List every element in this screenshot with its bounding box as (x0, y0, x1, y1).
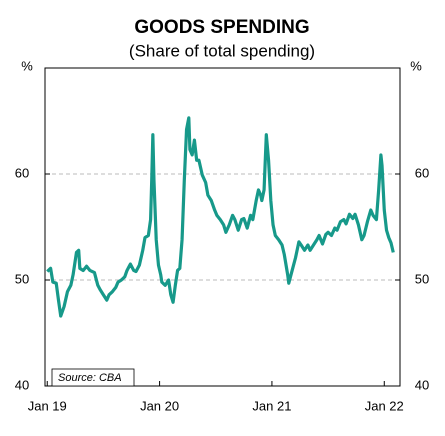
plot-frame (44, 67, 401, 387)
x-tick-label: Jan 19 (28, 398, 67, 413)
y-tick-label: 60 (15, 165, 29, 180)
y2-tick-label: 60 (415, 165, 429, 180)
y-tick-label: 40 (15, 377, 29, 392)
y2-tick-label: 40 (415, 377, 429, 392)
source-box (51, 368, 135, 387)
x-tick-label: Jan 22 (365, 398, 404, 413)
y2-tick-label: 50 (415, 271, 429, 286)
x-tick-label: Jan 20 (140, 398, 179, 413)
y-axis-label: % (21, 58, 33, 73)
source-note: Source: CBA (58, 372, 122, 384)
chart-title: GOODS SPENDING (134, 17, 309, 38)
x-tick-label: Jan 21 (252, 398, 291, 413)
y-tick-label: 50 (15, 271, 29, 286)
chart-subtitle: (Share of total spending) (129, 41, 315, 60)
y2-axis-label: % (410, 58, 422, 73)
series-line (46, 116, 395, 318)
